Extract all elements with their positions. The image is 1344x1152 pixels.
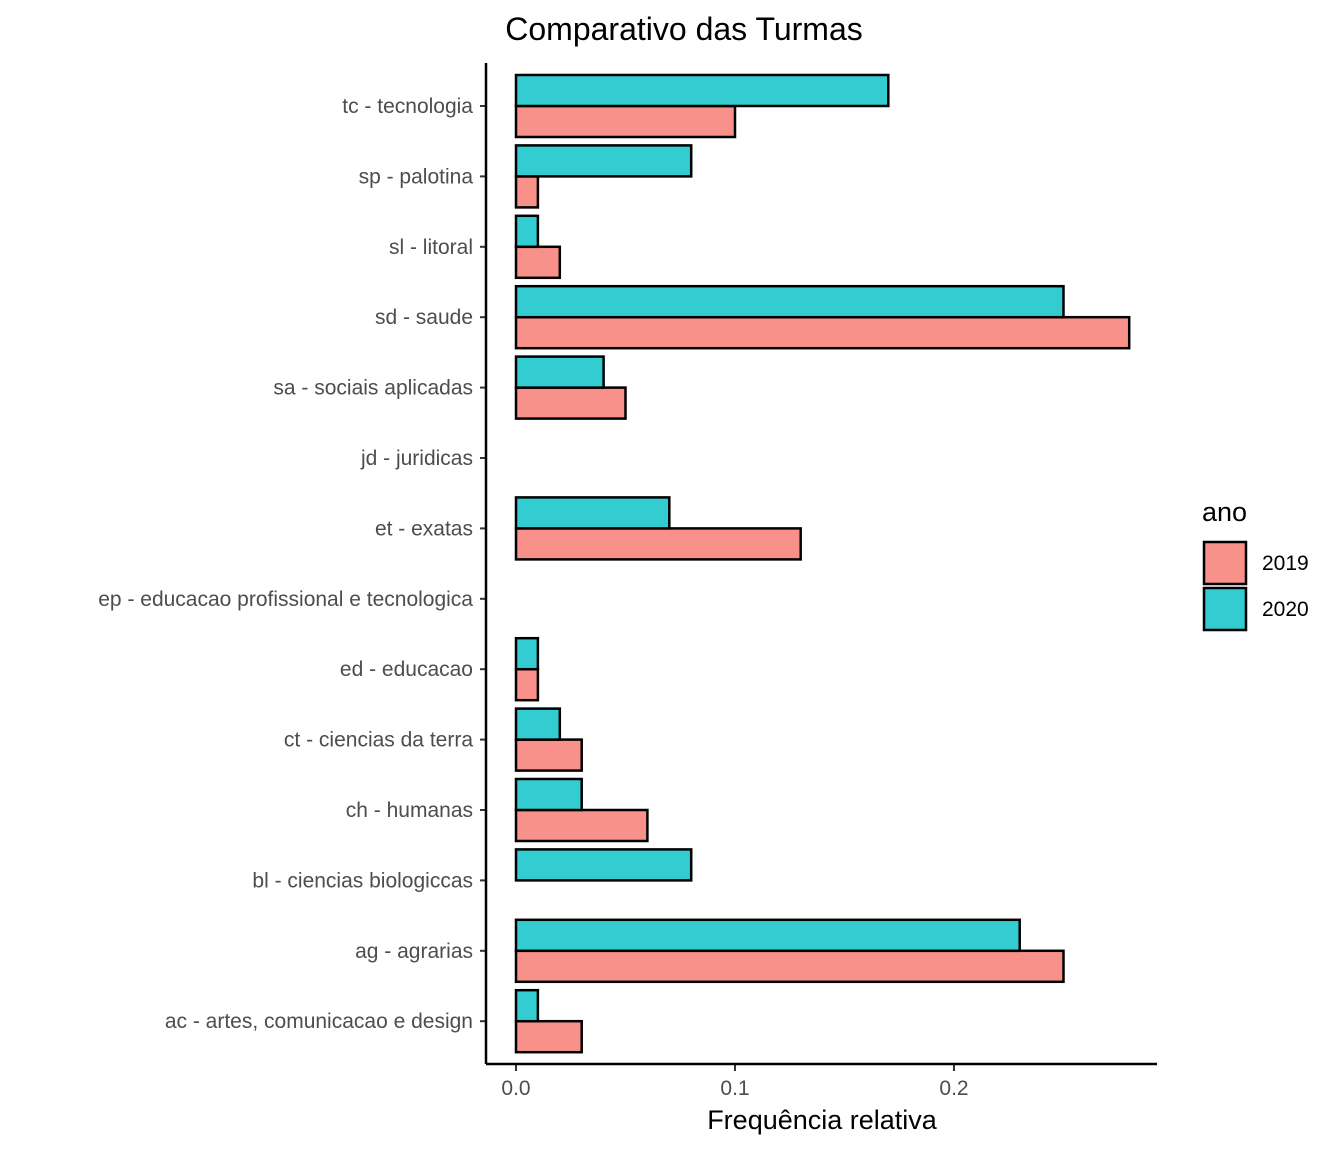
legend-key-2020 bbox=[1202, 586, 1248, 632]
x-tick-label: 0.0 bbox=[501, 1077, 530, 1100]
y-tick-label: sd - saude bbox=[375, 306, 473, 329]
legend-label-2020: 2020 bbox=[1262, 598, 1309, 621]
bar-2020 bbox=[514, 144, 693, 178]
y-tick-label: ed - educacao bbox=[340, 658, 473, 681]
legend-title: ano bbox=[1202, 497, 1247, 527]
bar-2019 bbox=[514, 386, 627, 420]
bar-2020 bbox=[514, 636, 540, 671]
y-tick-label: ac - artes, comunicacao e design bbox=[165, 1010, 473, 1033]
bar-2019 bbox=[514, 315, 1131, 350]
legend-label-2019: 2019 bbox=[1262, 552, 1309, 575]
x-tick-label: 0.1 bbox=[720, 1077, 749, 1100]
bar-2019 bbox=[514, 738, 583, 772]
bar-2019 bbox=[514, 104, 737, 139]
bar-2020 bbox=[514, 214, 540, 249]
bar-2019 bbox=[514, 527, 802, 561]
y-tick-label: sa - sociais aplicadas bbox=[273, 377, 473, 400]
y-tick-label: ct - ciencias da terra bbox=[284, 729, 473, 752]
legend: ano 2019 2020 bbox=[1202, 497, 1309, 632]
bar-2019 bbox=[514, 949, 1065, 984]
bar-2020 bbox=[514, 918, 1021, 953]
bars-group bbox=[514, 73, 1131, 1054]
bar-2019 bbox=[514, 667, 540, 702]
bar-2020 bbox=[514, 988, 540, 1023]
bar-2020 bbox=[514, 496, 671, 530]
bar-2019 bbox=[514, 808, 649, 843]
x-axis-title: Frequência relativa bbox=[707, 1105, 938, 1135]
y-tick-label: tc - tecnologia bbox=[342, 95, 473, 118]
y-tick-label: et - exatas bbox=[375, 517, 473, 540]
bar-2020 bbox=[514, 777, 583, 812]
chart-title: Comparativo das Turmas bbox=[505, 11, 862, 47]
y-tick-label: ag - agrarias bbox=[355, 940, 473, 963]
y-tick-label: bl - ciencias biologiccas bbox=[252, 869, 473, 892]
y-axis-ticks: ac - artes, comunicacao e design ag - agr… bbox=[98, 95, 486, 1033]
legend-key-2019 bbox=[1202, 540, 1248, 586]
y-tick-label: ep - educacao profissional e tecnologica bbox=[98, 588, 473, 611]
bar-2020 bbox=[514, 73, 890, 108]
bar-2019 bbox=[514, 175, 540, 209]
bar-2020 bbox=[514, 355, 605, 389]
x-axis-ticks: 0.0 0.1 0.2 bbox=[501, 1064, 969, 1100]
bar-2020 bbox=[514, 707, 562, 741]
y-tick-label: ch - humanas bbox=[346, 799, 473, 822]
y-tick-label: sl - litoral bbox=[389, 236, 473, 259]
bar-2020 bbox=[514, 284, 1065, 319]
x-tick-label: 0.2 bbox=[939, 1077, 968, 1100]
y-tick-label: sp - palotina bbox=[359, 165, 474, 188]
bar-2019 bbox=[514, 1019, 583, 1054]
bar-2019 bbox=[514, 245, 562, 280]
y-tick-label: jd - juridicas bbox=[360, 447, 473, 470]
bar-2020 bbox=[514, 848, 693, 882]
